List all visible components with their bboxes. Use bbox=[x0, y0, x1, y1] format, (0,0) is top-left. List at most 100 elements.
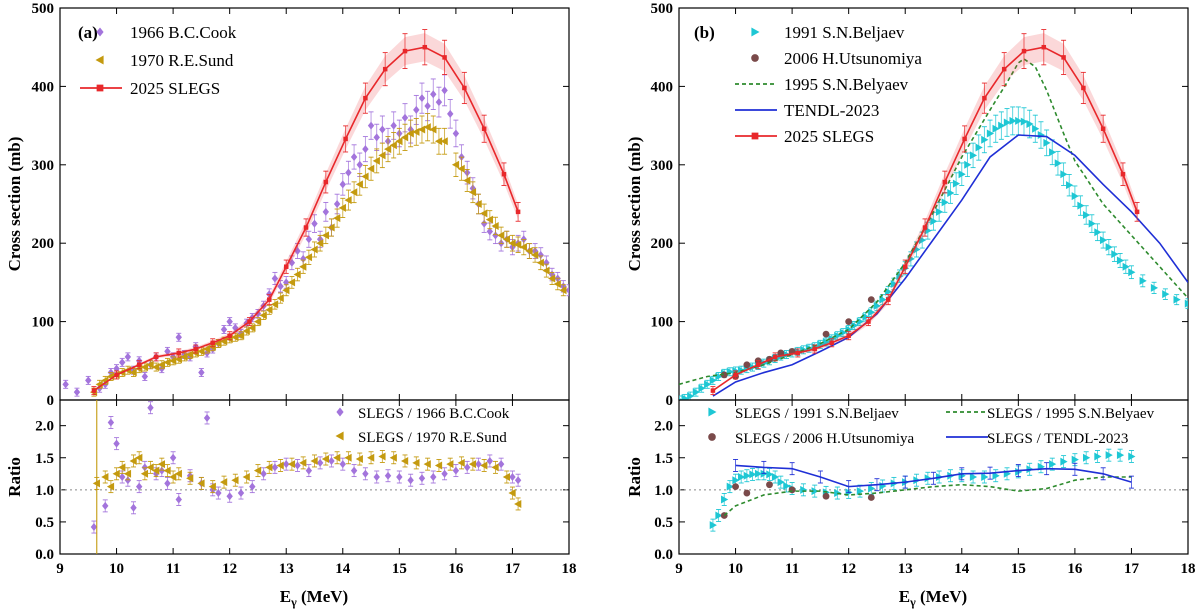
data-point bbox=[140, 469, 149, 478]
y-tick-label: 2.0 bbox=[35, 419, 54, 435]
data-point bbox=[271, 274, 279, 283]
data-point bbox=[1088, 219, 1096, 228]
data-point bbox=[1184, 299, 1188, 308]
legend-marker bbox=[336, 407, 344, 417]
legend-b-ratio-tendl-label: SLEGS / TENDL-2023 bbox=[987, 431, 1128, 447]
data-point bbox=[323, 179, 329, 185]
data-point bbox=[442, 55, 447, 60]
legend-marker bbox=[751, 132, 759, 140]
data-point bbox=[481, 126, 487, 131]
data-point bbox=[287, 278, 296, 287]
panel-a-bottom-marks bbox=[60, 400, 569, 554]
data-point bbox=[339, 460, 346, 469]
data-point bbox=[480, 209, 488, 218]
data-point bbox=[355, 455, 363, 464]
legend-b-ratio-beljaev-label: SLEGS / 1991 S.N.Beljaev bbox=[735, 406, 899, 422]
data-point bbox=[390, 121, 397, 130]
series-1995-s-n-belyaev bbox=[679, 57, 1188, 386]
legend-marker bbox=[708, 433, 716, 441]
data-point bbox=[401, 113, 409, 122]
data-point bbox=[502, 235, 510, 244]
data-point bbox=[242, 473, 250, 481]
data-point bbox=[123, 469, 132, 478]
data-point bbox=[305, 235, 313, 244]
data-point bbox=[918, 236, 927, 245]
data-point bbox=[367, 164, 375, 173]
data-point bbox=[180, 352, 188, 361]
data-point bbox=[363, 95, 368, 101]
series-1966-b-c-cook bbox=[62, 74, 569, 397]
data-point bbox=[468, 460, 477, 469]
data-point bbox=[198, 368, 205, 377]
data-point bbox=[886, 297, 891, 302]
data-point bbox=[1083, 210, 1091, 219]
y-tick-label: 0.0 bbox=[35, 547, 54, 563]
data-point bbox=[462, 85, 467, 91]
data-point bbox=[197, 347, 205, 356]
data-point bbox=[396, 473, 403, 481]
data-point bbox=[502, 473, 510, 481]
data-point bbox=[922, 225, 928, 230]
legend-b-slegs-label: 2025 SLEGS bbox=[784, 127, 874, 146]
y-tick-label: 500 bbox=[32, 1, 55, 17]
data-point bbox=[361, 172, 369, 181]
data-point bbox=[508, 489, 516, 498]
data-point bbox=[373, 133, 380, 142]
data-point bbox=[112, 469, 120, 478]
data-point bbox=[463, 176, 471, 185]
data-point bbox=[851, 321, 859, 330]
data-point bbox=[811, 487, 819, 496]
data-point bbox=[492, 231, 499, 240]
data-point bbox=[237, 489, 245, 498]
data-point bbox=[382, 66, 388, 72]
panel-b-label: (b) bbox=[694, 23, 715, 42]
data-point bbox=[321, 231, 330, 240]
legend-b-utsunomiya-label: 2006 H.Utsunomiya bbox=[784, 49, 922, 68]
data-point bbox=[107, 418, 115, 427]
y-tick-label: 0.0 bbox=[654, 547, 673, 563]
legend-a-slegs-label: 2025 SLEGS bbox=[130, 79, 220, 98]
series-2025-slegs bbox=[91, 29, 521, 396]
panel-a-xlabel: Eγ (MeV) bbox=[280, 587, 348, 609]
legend-b-tendl-label: TENDL-2023 bbox=[784, 101, 879, 120]
data-point bbox=[157, 360, 165, 369]
x-tick-label: 11 bbox=[785, 561, 799, 577]
plot-area bbox=[90, 401, 522, 534]
data-point bbox=[129, 368, 137, 377]
data-point bbox=[981, 473, 989, 481]
data-point bbox=[114, 372, 119, 378]
x-tick-label: 18 bbox=[562, 561, 577, 577]
data-point bbox=[395, 137, 403, 146]
data-point bbox=[519, 243, 527, 252]
series-slegs-1966-b-c-cook bbox=[90, 401, 522, 534]
data-point bbox=[873, 301, 881, 310]
data-point bbox=[822, 492, 830, 500]
data-point bbox=[283, 460, 290, 469]
data-point bbox=[164, 479, 171, 488]
x-tick-label: 9 bbox=[675, 561, 683, 577]
data-point bbox=[553, 279, 561, 288]
x-tick-label: 10 bbox=[109, 561, 124, 577]
x-tick-label: 14 bbox=[954, 561, 970, 577]
data-point bbox=[885, 287, 893, 296]
data-point bbox=[282, 286, 290, 295]
data-point bbox=[457, 164, 465, 173]
data-point bbox=[327, 223, 335, 232]
data-point bbox=[491, 463, 499, 472]
data-point bbox=[867, 494, 875, 501]
data-point bbox=[193, 346, 198, 352]
data-point bbox=[214, 339, 222, 348]
panel-a-top-ticks: 0 100 200 300 400 500 bbox=[32, 1, 570, 409]
data-point bbox=[378, 452, 386, 461]
data-point bbox=[260, 469, 267, 478]
panel-b-top-ticks: 0 100 200 300 400 500 bbox=[651, 1, 1189, 409]
data-point bbox=[344, 453, 352, 462]
data-point bbox=[429, 125, 437, 134]
data-point bbox=[1128, 452, 1136, 461]
data-point bbox=[958, 170, 966, 179]
data-point bbox=[253, 466, 262, 475]
data-point bbox=[508, 239, 516, 248]
data-point bbox=[480, 461, 488, 470]
data-point bbox=[822, 330, 830, 338]
series-slegs-1991-s-n-beljaev bbox=[709, 448, 1136, 532]
